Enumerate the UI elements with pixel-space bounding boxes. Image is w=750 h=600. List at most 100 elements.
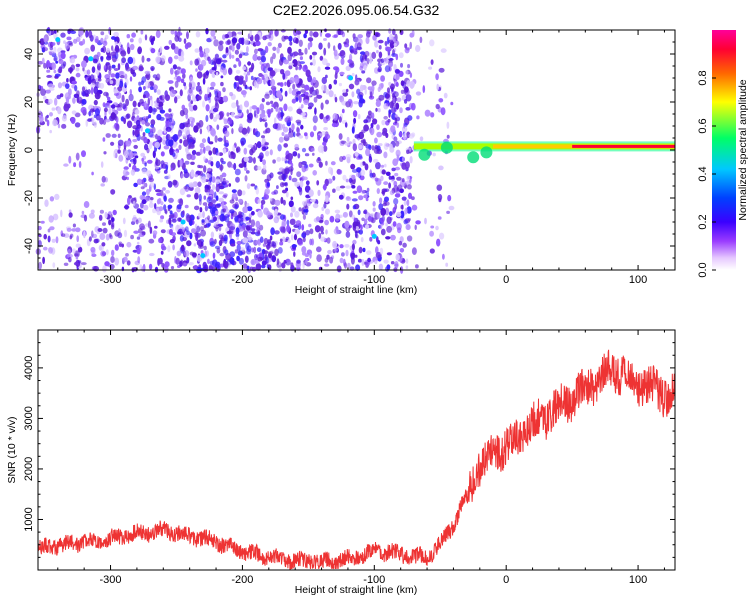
speckle-mark — [252, 157, 256, 164]
y-tick-label: 1000 — [23, 507, 35, 531]
speckle-mark — [333, 228, 340, 235]
speckle-mark — [376, 212, 381, 220]
speckle-mark — [312, 170, 318, 176]
speckle-mark — [284, 90, 288, 97]
speckle-mark — [215, 160, 221, 169]
speckle-mark — [383, 142, 389, 150]
speckle-mark — [142, 155, 147, 160]
speckle-mark — [169, 239, 175, 244]
speckle-mark — [130, 234, 135, 240]
speckle-mark — [357, 209, 361, 216]
speckle-mark — [63, 40, 66, 44]
speckle-mark — [183, 82, 187, 87]
speckle-mark — [71, 110, 77, 115]
speckle-mark — [304, 132, 308, 137]
speckle-mark — [238, 60, 242, 67]
speckle-mark — [376, 188, 380, 194]
speckle-mark — [381, 119, 386, 126]
speckle-mark — [389, 33, 393, 41]
speckle-mark — [142, 94, 146, 99]
speckle-mark — [359, 65, 364, 71]
speckle-mark — [165, 164, 168, 172]
speckle-mark — [90, 209, 95, 214]
speckle-mark — [91, 247, 96, 256]
speckle-mark — [385, 46, 392, 52]
speckle-mark — [205, 104, 210, 112]
speckle-mark — [406, 184, 412, 190]
speckle-mark — [264, 142, 269, 146]
speckle-mark — [366, 187, 370, 192]
speckle-mark — [63, 163, 69, 167]
speckle-mark — [403, 200, 407, 206]
speckle-mark — [168, 197, 174, 203]
speckle-mark — [108, 107, 112, 115]
speckle-mark — [272, 159, 276, 164]
speckle-mark — [260, 55, 266, 63]
speckle-mark — [67, 253, 73, 258]
speckle-mark — [152, 150, 156, 159]
speckle-mark — [194, 98, 197, 102]
speckle-mark — [117, 139, 124, 146]
speckle-mark — [93, 265, 99, 272]
speckle-mark — [377, 86, 381, 92]
speckle-mark — [293, 88, 299, 92]
snr-series-line — [37, 349, 676, 570]
speckle-mark — [170, 167, 174, 171]
speckle-mark — [274, 29, 279, 37]
speckle-mark — [171, 218, 177, 223]
speckle-mark — [350, 163, 356, 170]
speckle-mark — [358, 195, 364, 201]
speckle-mark — [141, 55, 145, 63]
speckle-mark — [379, 218, 384, 223]
speckle-mark — [202, 100, 205, 108]
speckle-mark — [216, 247, 221, 254]
speckle-mark — [98, 82, 102, 89]
speckle-mark — [211, 176, 216, 183]
speckle-mark — [208, 206, 213, 209]
speckle-mark — [207, 136, 211, 144]
speckle-mark — [300, 93, 306, 98]
speckle-mark — [51, 238, 56, 243]
speckle-mark — [207, 168, 212, 172]
speckle-mark — [383, 151, 388, 159]
speckle-hotspot — [144, 128, 150, 134]
speckle-mark — [258, 73, 263, 77]
speckle-mark — [144, 70, 151, 75]
speckle-mark — [323, 183, 327, 191]
speckle-mark — [345, 185, 352, 189]
speckle-mark — [127, 197, 131, 205]
speckle-mark — [361, 70, 366, 74]
speckle-mark — [207, 124, 210, 133]
speckle-mark — [119, 70, 125, 76]
speckle-mark — [188, 138, 194, 143]
speckle-mark — [351, 169, 358, 173]
speckle-mark — [315, 88, 319, 96]
speckle-mark — [199, 148, 203, 155]
speckle-mark — [249, 29, 252, 37]
speckle-mark — [148, 106, 153, 114]
speckle-mark — [209, 113, 214, 120]
speckle-mark — [314, 107, 317, 115]
speckle-mark — [290, 52, 293, 57]
speckle-mark — [188, 182, 195, 188]
speckle-mark — [302, 214, 306, 220]
speckle-mark — [377, 39, 384, 44]
speckle-mark — [390, 234, 396, 241]
speckle-mark — [195, 68, 198, 72]
speckle-mark — [409, 72, 413, 78]
speckle-mark — [263, 130, 268, 134]
speckle-mark — [235, 146, 241, 153]
speckle-mark — [77, 260, 82, 264]
speckle-mark — [239, 219, 244, 226]
speckle-mark — [123, 117, 126, 125]
speckle-mark — [348, 210, 353, 218]
speckle-mark — [282, 236, 286, 243]
speckle-mark — [199, 128, 203, 135]
speckle-mark — [125, 113, 130, 120]
speckle-mark — [43, 246, 48, 251]
speckle-mark — [385, 171, 391, 176]
speckle-mark — [240, 140, 245, 147]
speckle-mark — [243, 156, 250, 162]
speckle-mark — [108, 211, 112, 215]
